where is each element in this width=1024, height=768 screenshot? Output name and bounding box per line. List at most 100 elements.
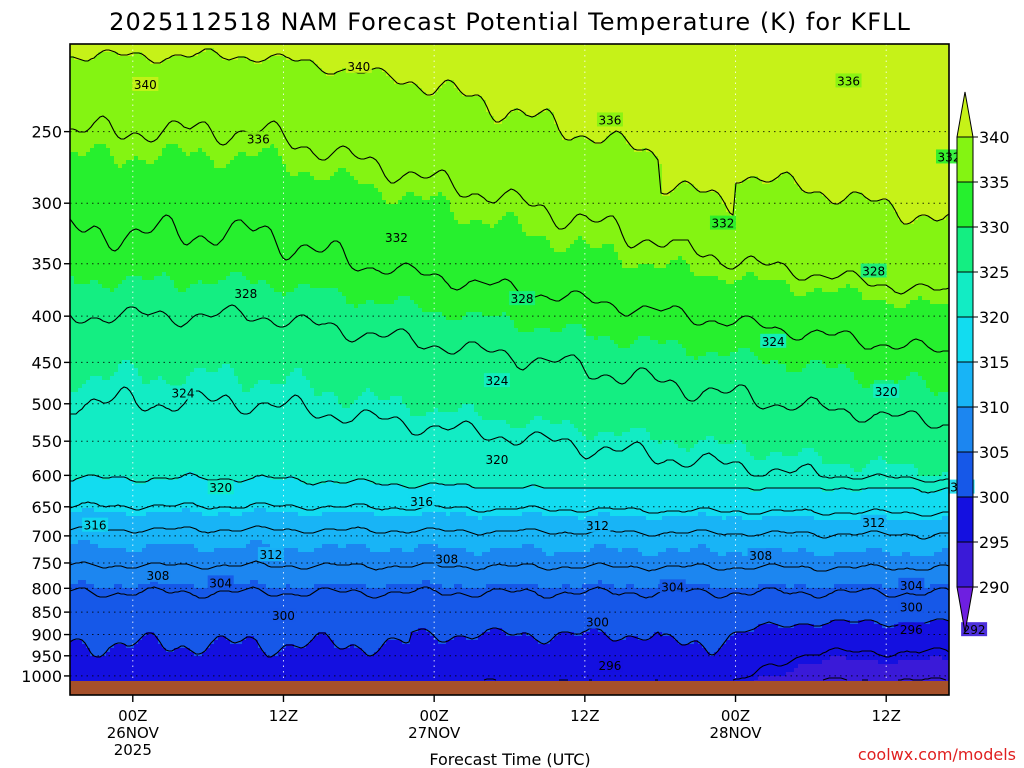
field-cell [186,328,191,333]
field-cell [182,220,187,225]
field-cell [114,624,119,629]
field-cell [126,632,131,637]
field-cell [174,616,179,621]
field-cell [78,172,83,177]
field-cell [142,660,147,665]
field-cell [82,76,87,81]
field-cell [170,68,175,73]
field-cell [118,48,123,53]
field-cell [82,180,87,185]
field-cell [106,484,111,489]
field-cell [174,80,179,85]
field-cell [78,112,83,117]
field-cell [174,104,179,109]
field-cell [82,508,87,513]
field-cell [166,480,171,485]
field-cell [150,224,155,229]
field-cell [98,124,103,129]
field-cell [186,84,191,89]
field-cell [166,148,171,153]
field-cell [190,636,195,641]
field-cell [162,656,167,661]
field-cell [146,676,151,681]
field-cell [118,108,123,113]
field-cell [114,160,119,165]
field-cell [118,228,123,233]
field-cell [190,184,195,189]
field-cell [90,296,95,301]
field-cell [110,384,115,389]
field-cell [146,440,151,445]
field-cell [90,556,95,561]
field-cell [186,204,191,209]
field-cell [98,376,103,381]
field-cell [114,92,119,97]
field-cell [186,444,191,449]
field-cell [170,444,175,449]
field-cell [178,368,183,373]
field-cell [110,256,115,261]
field-cell [94,372,99,377]
field-cell [134,176,139,181]
field-cell [154,148,159,153]
field-cell [174,540,179,545]
field-cell [82,448,87,453]
field-cell [178,488,183,493]
field-cell [166,192,171,197]
field-cell [82,564,87,569]
field-cell [186,640,191,645]
field-cell [134,628,139,633]
field-cell [126,468,131,473]
field-cell [142,484,147,489]
field-cell [138,56,143,61]
field-cell [146,368,151,373]
field-cell [122,88,127,93]
field-cell [150,168,155,173]
field-cell [154,456,159,461]
field-cell [158,480,163,485]
field-cell [126,444,131,449]
field-cell [162,372,167,377]
field-cell [170,512,175,517]
field-cell [186,64,191,69]
field-cell [122,248,127,253]
field-cell [106,468,111,473]
field-cell [182,204,187,209]
field-cell [154,100,159,105]
field-cell [182,100,187,105]
field-cell [146,280,151,285]
field-cell [106,316,111,321]
field-cell [150,324,155,329]
field-cell [106,236,111,241]
field-cell [82,532,87,537]
field-cell [178,676,183,681]
field-cell [190,88,195,93]
field-cell [82,284,87,289]
field-cell [154,372,159,377]
field-cell [78,392,83,397]
field-cell [102,64,107,69]
field-cell [90,344,95,349]
field-cell [146,220,151,225]
field-cell [94,156,99,161]
field-cell [186,164,191,169]
field-cell [194,156,199,161]
field-cell [178,284,183,289]
field-cell [78,144,83,149]
field-cell [86,284,91,289]
field-cell [118,192,123,197]
field-cell [126,140,131,145]
field-cell [186,580,191,585]
field-cell [170,272,175,277]
field-cell [134,156,139,161]
field-cell [174,212,179,217]
field-cell [114,144,119,149]
field-cell [182,292,187,297]
field-cell [150,416,155,421]
field-cell [86,188,91,193]
field-cell [78,436,83,441]
field-cell [166,200,171,205]
field-cell [86,408,91,413]
field-cell [190,104,195,109]
field-cell [186,100,191,105]
